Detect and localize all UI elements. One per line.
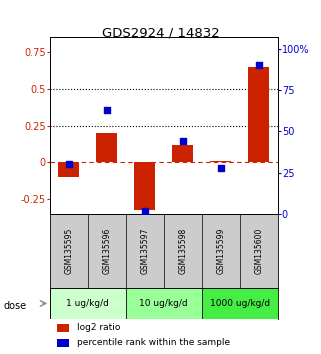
Text: percentile rank within the sample: percentile rank within the sample [77,338,230,347]
Point [104,107,109,113]
Text: GSM135598: GSM135598 [178,228,187,274]
Text: dose: dose [3,301,26,311]
Bar [56,324,69,332]
Text: GDS2924 / 14832: GDS2924 / 14832 [102,27,219,40]
Bar [126,288,202,319]
Bar [96,133,117,162]
Point [66,162,71,167]
Text: GSM135599: GSM135599 [216,228,225,274]
Point [256,62,261,68]
Point [180,138,185,144]
Bar [50,288,126,319]
Text: GSM135596: GSM135596 [102,228,111,274]
Bar [248,67,269,162]
Text: GSM135600: GSM135600 [254,228,263,274]
Text: GSM135597: GSM135597 [140,228,149,274]
Bar [56,338,69,347]
Point [218,165,223,171]
Text: 1 ug/kg/d: 1 ug/kg/d [66,299,109,308]
Text: 1000 ug/kg/d: 1000 ug/kg/d [210,299,270,308]
Bar [202,288,278,319]
Bar [210,161,231,162]
Text: 10 ug/kg/d: 10 ug/kg/d [139,299,188,308]
Bar [172,145,193,162]
Bar [58,162,79,177]
Text: log2 ratio: log2 ratio [77,324,120,332]
Bar [134,162,155,210]
Point [142,208,147,213]
Text: GSM135595: GSM135595 [64,228,73,274]
